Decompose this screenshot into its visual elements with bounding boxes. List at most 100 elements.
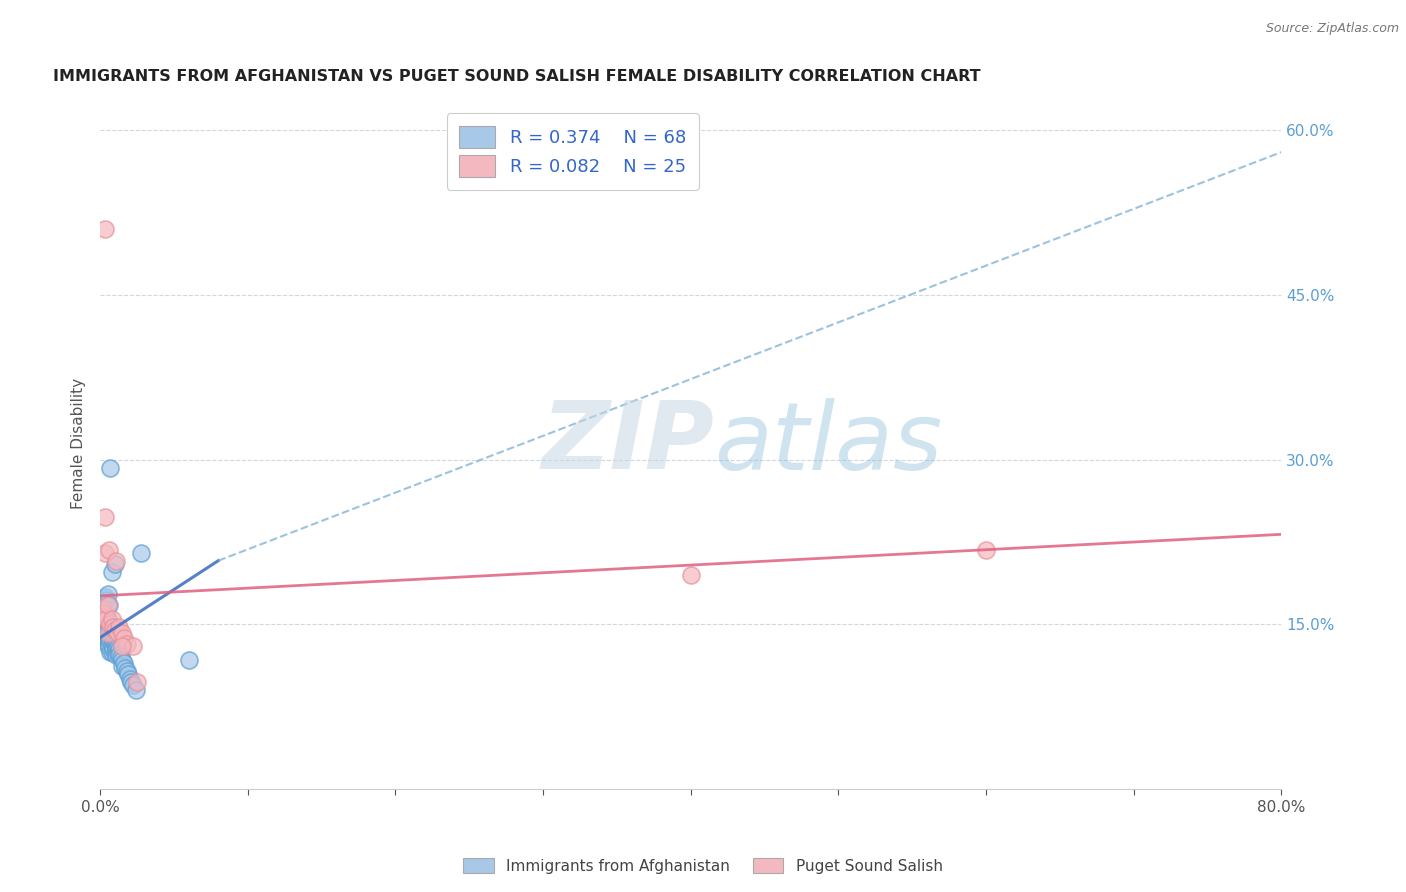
Point [103, 619, 125, 633]
Point [121, 678, 143, 692]
Point [93, 607, 115, 621]
Point [93, 509, 115, 524]
Point [131, 546, 153, 560]
Point [101, 637, 124, 651]
Point [104, 631, 127, 645]
Point [104, 637, 127, 651]
Point [121, 640, 143, 654]
Point [101, 645, 124, 659]
Point [100, 645, 122, 659]
Point [98, 640, 121, 654]
Legend: Immigrants from Afghanistan, Puget Sound Salish: Immigrants from Afghanistan, Puget Sound… [457, 852, 949, 880]
Point [107, 646, 129, 660]
Point [93, 617, 115, 632]
Point [104, 645, 127, 659]
Point [96, 587, 118, 601]
Point [104, 623, 127, 637]
Point [177, 652, 200, 666]
Point [111, 640, 134, 654]
Point [94, 612, 117, 626]
Point [974, 542, 997, 557]
Point [93, 546, 115, 560]
Point [111, 659, 134, 673]
Point [111, 626, 134, 640]
Point [93, 222, 115, 236]
Point [90, 601, 112, 615]
Text: ZIP: ZIP [541, 397, 714, 489]
Point [98, 542, 121, 557]
Point [91, 623, 114, 637]
Point [105, 641, 128, 656]
Point [94, 593, 117, 607]
Point [101, 623, 124, 637]
Point [98, 619, 121, 633]
Point [94, 612, 117, 626]
Point [105, 554, 128, 568]
Point [105, 637, 128, 651]
Point [98, 598, 121, 612]
Point [103, 641, 125, 656]
Point [101, 631, 124, 645]
Point [115, 637, 138, 651]
Point [107, 626, 129, 640]
Point [100, 461, 122, 475]
Point [94, 623, 117, 637]
Point [100, 623, 122, 637]
Point [94, 607, 117, 621]
Legend: R = 0.374    N = 68, R = 0.082    N = 25: R = 0.374 N = 68, R = 0.082 N = 25 [447, 113, 699, 190]
Point [124, 683, 146, 698]
Point [105, 648, 128, 662]
Point [115, 664, 138, 678]
Point [96, 628, 118, 642]
Point [114, 661, 136, 675]
Point [118, 673, 141, 687]
Point [103, 633, 125, 648]
Point [108, 648, 131, 662]
Point [90, 623, 112, 637]
Point [91, 628, 114, 642]
Point [91, 607, 114, 621]
Point [93, 628, 115, 642]
Point [96, 598, 118, 612]
Point [104, 557, 127, 571]
Point [98, 626, 121, 640]
Point [112, 656, 135, 670]
Point [96, 633, 118, 648]
Text: IMMIGRANTS FROM AFGHANISTAN VS PUGET SOUND SALISH FEMALE DISABILITY CORRELATION : IMMIGRANTS FROM AFGHANISTAN VS PUGET SOU… [53, 69, 980, 84]
Point [91, 617, 114, 632]
Text: atlas: atlas [714, 398, 942, 489]
Point [91, 595, 114, 609]
Point [108, 619, 131, 633]
Point [93, 612, 115, 626]
Point [110, 650, 132, 665]
Point [98, 632, 121, 647]
Point [108, 641, 131, 656]
Point [90, 617, 112, 632]
Point [100, 628, 122, 642]
Point [101, 565, 124, 579]
Point [111, 652, 134, 666]
Text: Source: ZipAtlas.com: Source: ZipAtlas.com [1265, 22, 1399, 36]
Point [100, 633, 122, 648]
Point [117, 666, 139, 681]
Point [100, 617, 122, 632]
Point [94, 633, 117, 648]
Point [101, 612, 124, 626]
Y-axis label: Female Disability: Female Disability [72, 377, 86, 508]
Point [90, 607, 112, 621]
Point [120, 674, 142, 689]
Point [96, 612, 118, 626]
Point [93, 590, 115, 604]
Point [96, 640, 118, 654]
Point [103, 628, 125, 642]
Point [679, 568, 702, 582]
Point [96, 619, 118, 633]
Point [91, 612, 114, 626]
Point [93, 633, 115, 648]
Point [125, 674, 148, 689]
Point [112, 631, 135, 645]
Point [90, 608, 112, 623]
Point [107, 640, 129, 654]
Point [96, 626, 118, 640]
Point [94, 617, 117, 632]
